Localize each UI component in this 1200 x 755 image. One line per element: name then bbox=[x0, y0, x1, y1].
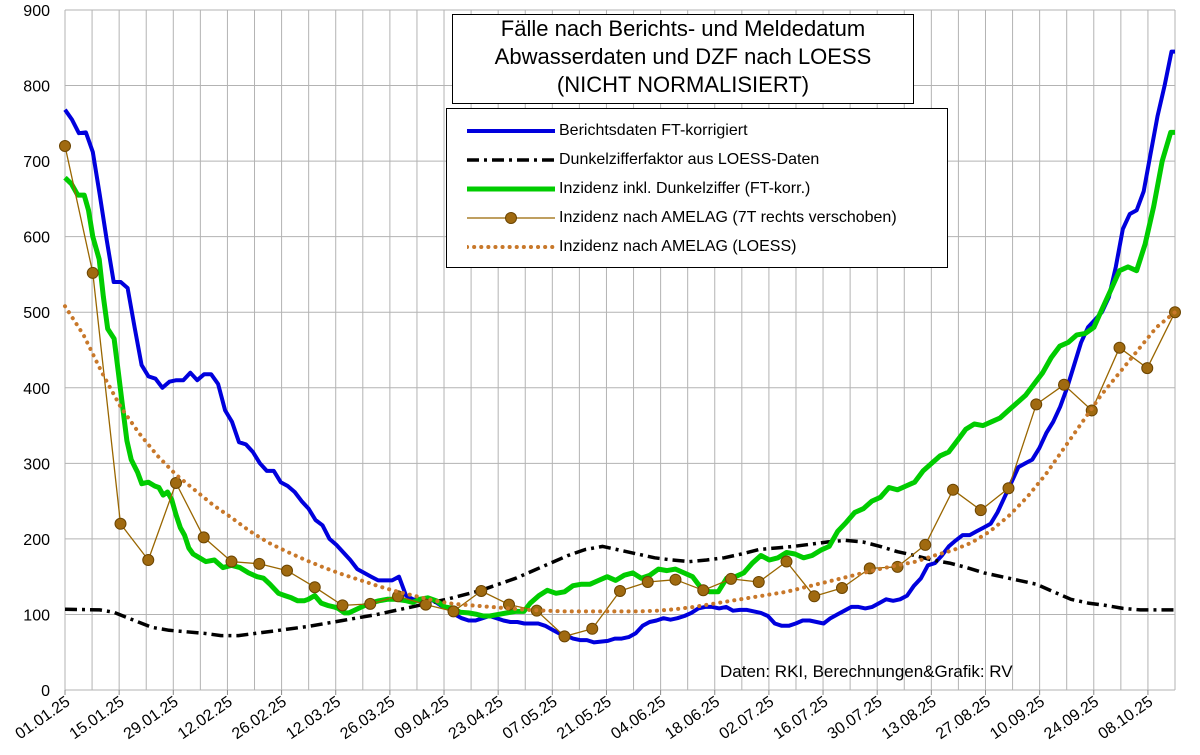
series-line-1 bbox=[64, 538, 1175, 638]
legend-item-amelag-loess: Inzidenz nach AMELAG (LOESS) bbox=[447, 233, 947, 261]
legend-swatch-green-line bbox=[467, 186, 555, 192]
x-tick-label: 07.05.25 bbox=[500, 693, 561, 743]
data-point bbox=[669, 573, 682, 586]
data-point bbox=[281, 564, 293, 577]
data-point bbox=[475, 585, 488, 598]
data-point bbox=[142, 554, 155, 567]
data-point bbox=[1141, 362, 1154, 375]
chart-title: Fälle nach Berichts- und Meldedatum Abwa… bbox=[452, 14, 914, 104]
data-point bbox=[586, 622, 599, 635]
x-tick-label: 16.07.25 bbox=[771, 693, 832, 743]
legend-label: Inzidenz nach AMELAG (LOESS) bbox=[559, 238, 797, 255]
data-point bbox=[86, 266, 99, 279]
data-point bbox=[697, 584, 710, 597]
y-tick-label: 0 bbox=[41, 683, 50, 700]
x-tick-label: 12.03.25 bbox=[283, 693, 344, 743]
data-point bbox=[808, 590, 821, 603]
data-point bbox=[253, 557, 266, 570]
data-point bbox=[752, 575, 765, 588]
x-tick-label: 26.03.25 bbox=[337, 693, 398, 743]
data-point bbox=[974, 504, 987, 517]
x-tick-label: 08.10.25 bbox=[1095, 693, 1156, 743]
data-point bbox=[725, 572, 737, 585]
x-tick-label: 18.06.25 bbox=[662, 693, 723, 743]
x-tick-label: 26.02.25 bbox=[229, 693, 290, 743]
title-line-3: (NICHT NORMALISIERT) bbox=[556, 72, 810, 97]
x-tick-label: 10.09.25 bbox=[987, 693, 1048, 743]
data-point bbox=[1030, 398, 1043, 411]
y-tick-label: 400 bbox=[23, 381, 50, 398]
data-point bbox=[419, 598, 432, 611]
series-line-0 bbox=[63, 49, 1175, 645]
data-point bbox=[114, 517, 127, 530]
series-layer bbox=[59, 49, 1181, 645]
legend-swatch-marker-line bbox=[467, 212, 555, 224]
legend-item-amelag: Inzidenz nach AMELAG (7T rechts verschob… bbox=[447, 204, 947, 232]
x-tick-label: 29.01.25 bbox=[121, 693, 182, 743]
data-point bbox=[614, 585, 626, 598]
data-point bbox=[836, 582, 848, 594]
legend-label: Inzidenz nach AMELAG (7T rechts verschob… bbox=[559, 209, 897, 226]
axes bbox=[64, 10, 1175, 695]
series-line-2 bbox=[63, 129, 1175, 619]
data-credit: Daten: RKI, Berechnungen&Grafik: RV bbox=[720, 662, 1013, 681]
x-tick-label: 02.07.25 bbox=[716, 693, 777, 743]
data-point bbox=[558, 630, 571, 643]
x-tick-label: 30.07.25 bbox=[825, 693, 886, 743]
y-tick-label: 900 bbox=[23, 3, 50, 20]
x-tick-label: 15.01.25 bbox=[67, 693, 128, 743]
title-line-1: Fälle nach Berichts- und Meldedatum bbox=[500, 16, 866, 41]
data-point bbox=[780, 555, 793, 568]
x-tick-label: 01.01.25 bbox=[13, 693, 74, 743]
y-tick-label: 800 bbox=[23, 79, 50, 96]
data-point bbox=[170, 476, 182, 489]
data-point bbox=[919, 538, 932, 551]
legend-item-inzidenz-dunkelziffer: Inzidenz inkl. Dunkelziffer (FT-korr.) bbox=[447, 175, 947, 203]
legend-swatch-blue-line bbox=[467, 129, 555, 133]
x-tick-label: 04.06.25 bbox=[608, 693, 669, 743]
data-point bbox=[641, 575, 654, 588]
x-tick-label: 23.04.25 bbox=[446, 693, 507, 743]
y-tick-label: 700 bbox=[23, 154, 50, 171]
data-point bbox=[1002, 482, 1015, 495]
y-tick-label: 200 bbox=[23, 532, 50, 549]
title-line-2: Abwasserdaten und DZF nach LOESS bbox=[494, 44, 872, 69]
data-point bbox=[947, 483, 959, 496]
series-line-4 bbox=[63, 304, 1177, 614]
data-point bbox=[225, 555, 238, 568]
data-point bbox=[1058, 378, 1070, 391]
x-tick-label: 24.09.25 bbox=[1041, 693, 1102, 743]
y-tick-label: 500 bbox=[23, 305, 50, 322]
x-tick-label: 21.05.25 bbox=[554, 693, 615, 743]
data-point bbox=[364, 597, 377, 610]
legend-label: Inzidenz inkl. Dunkelziffer (FT-korr.) bbox=[559, 180, 811, 197]
legend-label: Berichtsdaten FT-korrigiert bbox=[559, 122, 748, 139]
data-point bbox=[392, 590, 404, 603]
data-point bbox=[447, 605, 460, 618]
y-tick-label: 600 bbox=[23, 230, 50, 247]
legend: Berichtsdaten FT-korrigiert Dunkelziffer… bbox=[446, 108, 948, 268]
legend-swatch-dashdot-line bbox=[467, 158, 555, 162]
data-point bbox=[1113, 341, 1126, 354]
legend-label: Dunkelzifferfaktor aus LOESS-Daten bbox=[559, 151, 820, 168]
x-tick-label: 27.08.25 bbox=[933, 693, 994, 743]
x-tick-label: 09.04.25 bbox=[392, 693, 453, 743]
legend-item-berichtsdaten: Berichtsdaten FT-korrigiert bbox=[447, 117, 947, 145]
data-point bbox=[197, 531, 210, 544]
y-tick-label: 300 bbox=[23, 456, 50, 473]
data-point bbox=[336, 599, 349, 612]
x-tick-label: 12.02.25 bbox=[175, 693, 236, 743]
legend-item-dunkelzifferfaktor: Dunkelzifferfaktor aus LOESS-Daten bbox=[447, 146, 947, 174]
legend-swatch-dotted-line bbox=[467, 245, 557, 249]
data-point bbox=[308, 581, 321, 594]
y-tick-label: 100 bbox=[23, 607, 50, 624]
x-tick-label: 13.08.25 bbox=[879, 693, 940, 743]
data-point bbox=[59, 140, 71, 152]
